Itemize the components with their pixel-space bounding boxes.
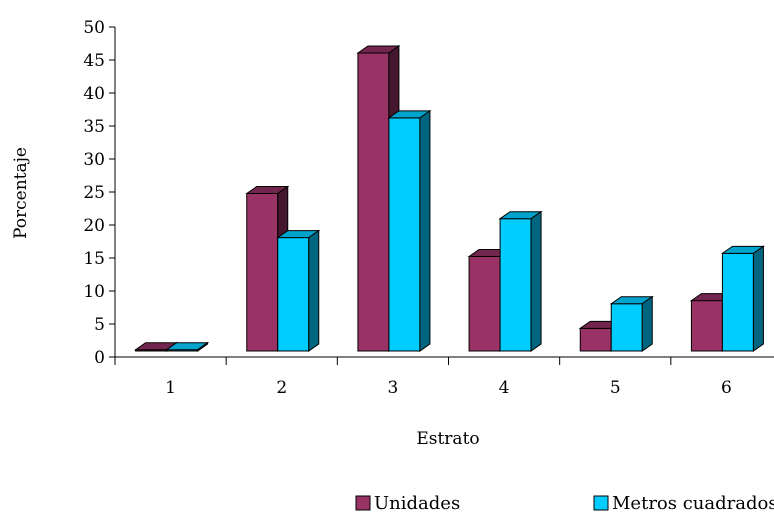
legend-swatch-unidades	[355, 495, 371, 511]
bar-front	[388, 117, 421, 352]
x-axis-title: Estrato	[416, 429, 479, 449]
legend-item-unidades: Unidades	[355, 493, 460, 514]
legend-label-metros-cuadrados: Metros cuadrados	[612, 493, 774, 512]
y-tick-label: 20	[83, 216, 105, 236]
bar-side	[530, 210, 542, 352]
bar-front	[579, 327, 612, 352]
bar-front	[277, 237, 310, 352]
bar-front	[357, 52, 390, 352]
legend-swatch-metros-cuadrados	[593, 495, 609, 511]
axes	[109, 26, 774, 365]
bar-metros-cuadrados-4	[498, 210, 543, 352]
x-tick-label: 5	[610, 378, 621, 398]
y-tick-label: 45	[83, 51, 105, 71]
x-tick-label: 2	[276, 378, 287, 398]
bar-metros-cuadrados-2	[276, 229, 321, 352]
y-tick-label: 40	[83, 84, 105, 104]
x-tick-label: 1	[165, 378, 176, 398]
bar-metros-cuadrados-3	[387, 109, 432, 352]
legend-label-unidades: Unidades	[374, 493, 460, 512]
bar-side	[641, 295, 653, 352]
bar-front	[499, 218, 532, 352]
y-tick-label: 30	[83, 150, 105, 170]
bar-front	[246, 193, 279, 352]
x-tick-label: 6	[721, 378, 732, 398]
y-tick-label: 15	[83, 249, 105, 269]
bar-side	[419, 109, 431, 352]
bar-front	[610, 303, 643, 352]
bar-front	[690, 300, 723, 352]
y-axis-title: Porcentaje	[11, 147, 31, 239]
legend: Unidades Metros cuadrados	[355, 493, 774, 514]
x-tick-label: 3	[388, 378, 399, 398]
bars	[133, 45, 766, 352]
bar-side	[197, 341, 209, 352]
bar-metros-cuadrados-5	[609, 295, 654, 352]
y-tick-label: 5	[94, 315, 105, 335]
y-tick-label: 50	[83, 18, 105, 38]
bar-side	[752, 245, 764, 352]
y-tick-label: 35	[83, 117, 105, 137]
y-tick-label: 10	[83, 282, 105, 302]
y-tick-label: 0	[94, 348, 105, 368]
bar-metros-cuadrados-1	[164, 341, 210, 352]
bar-front	[721, 252, 754, 352]
x-tick-label: 4	[499, 378, 510, 398]
bar-side	[308, 229, 320, 352]
bar-metros-cuadrados-6	[720, 245, 766, 352]
y-tick-label: 25	[83, 183, 105, 203]
bar-front	[468, 256, 501, 352]
legend-item-metros-cuadrados: Metros cuadrados	[593, 493, 774, 514]
